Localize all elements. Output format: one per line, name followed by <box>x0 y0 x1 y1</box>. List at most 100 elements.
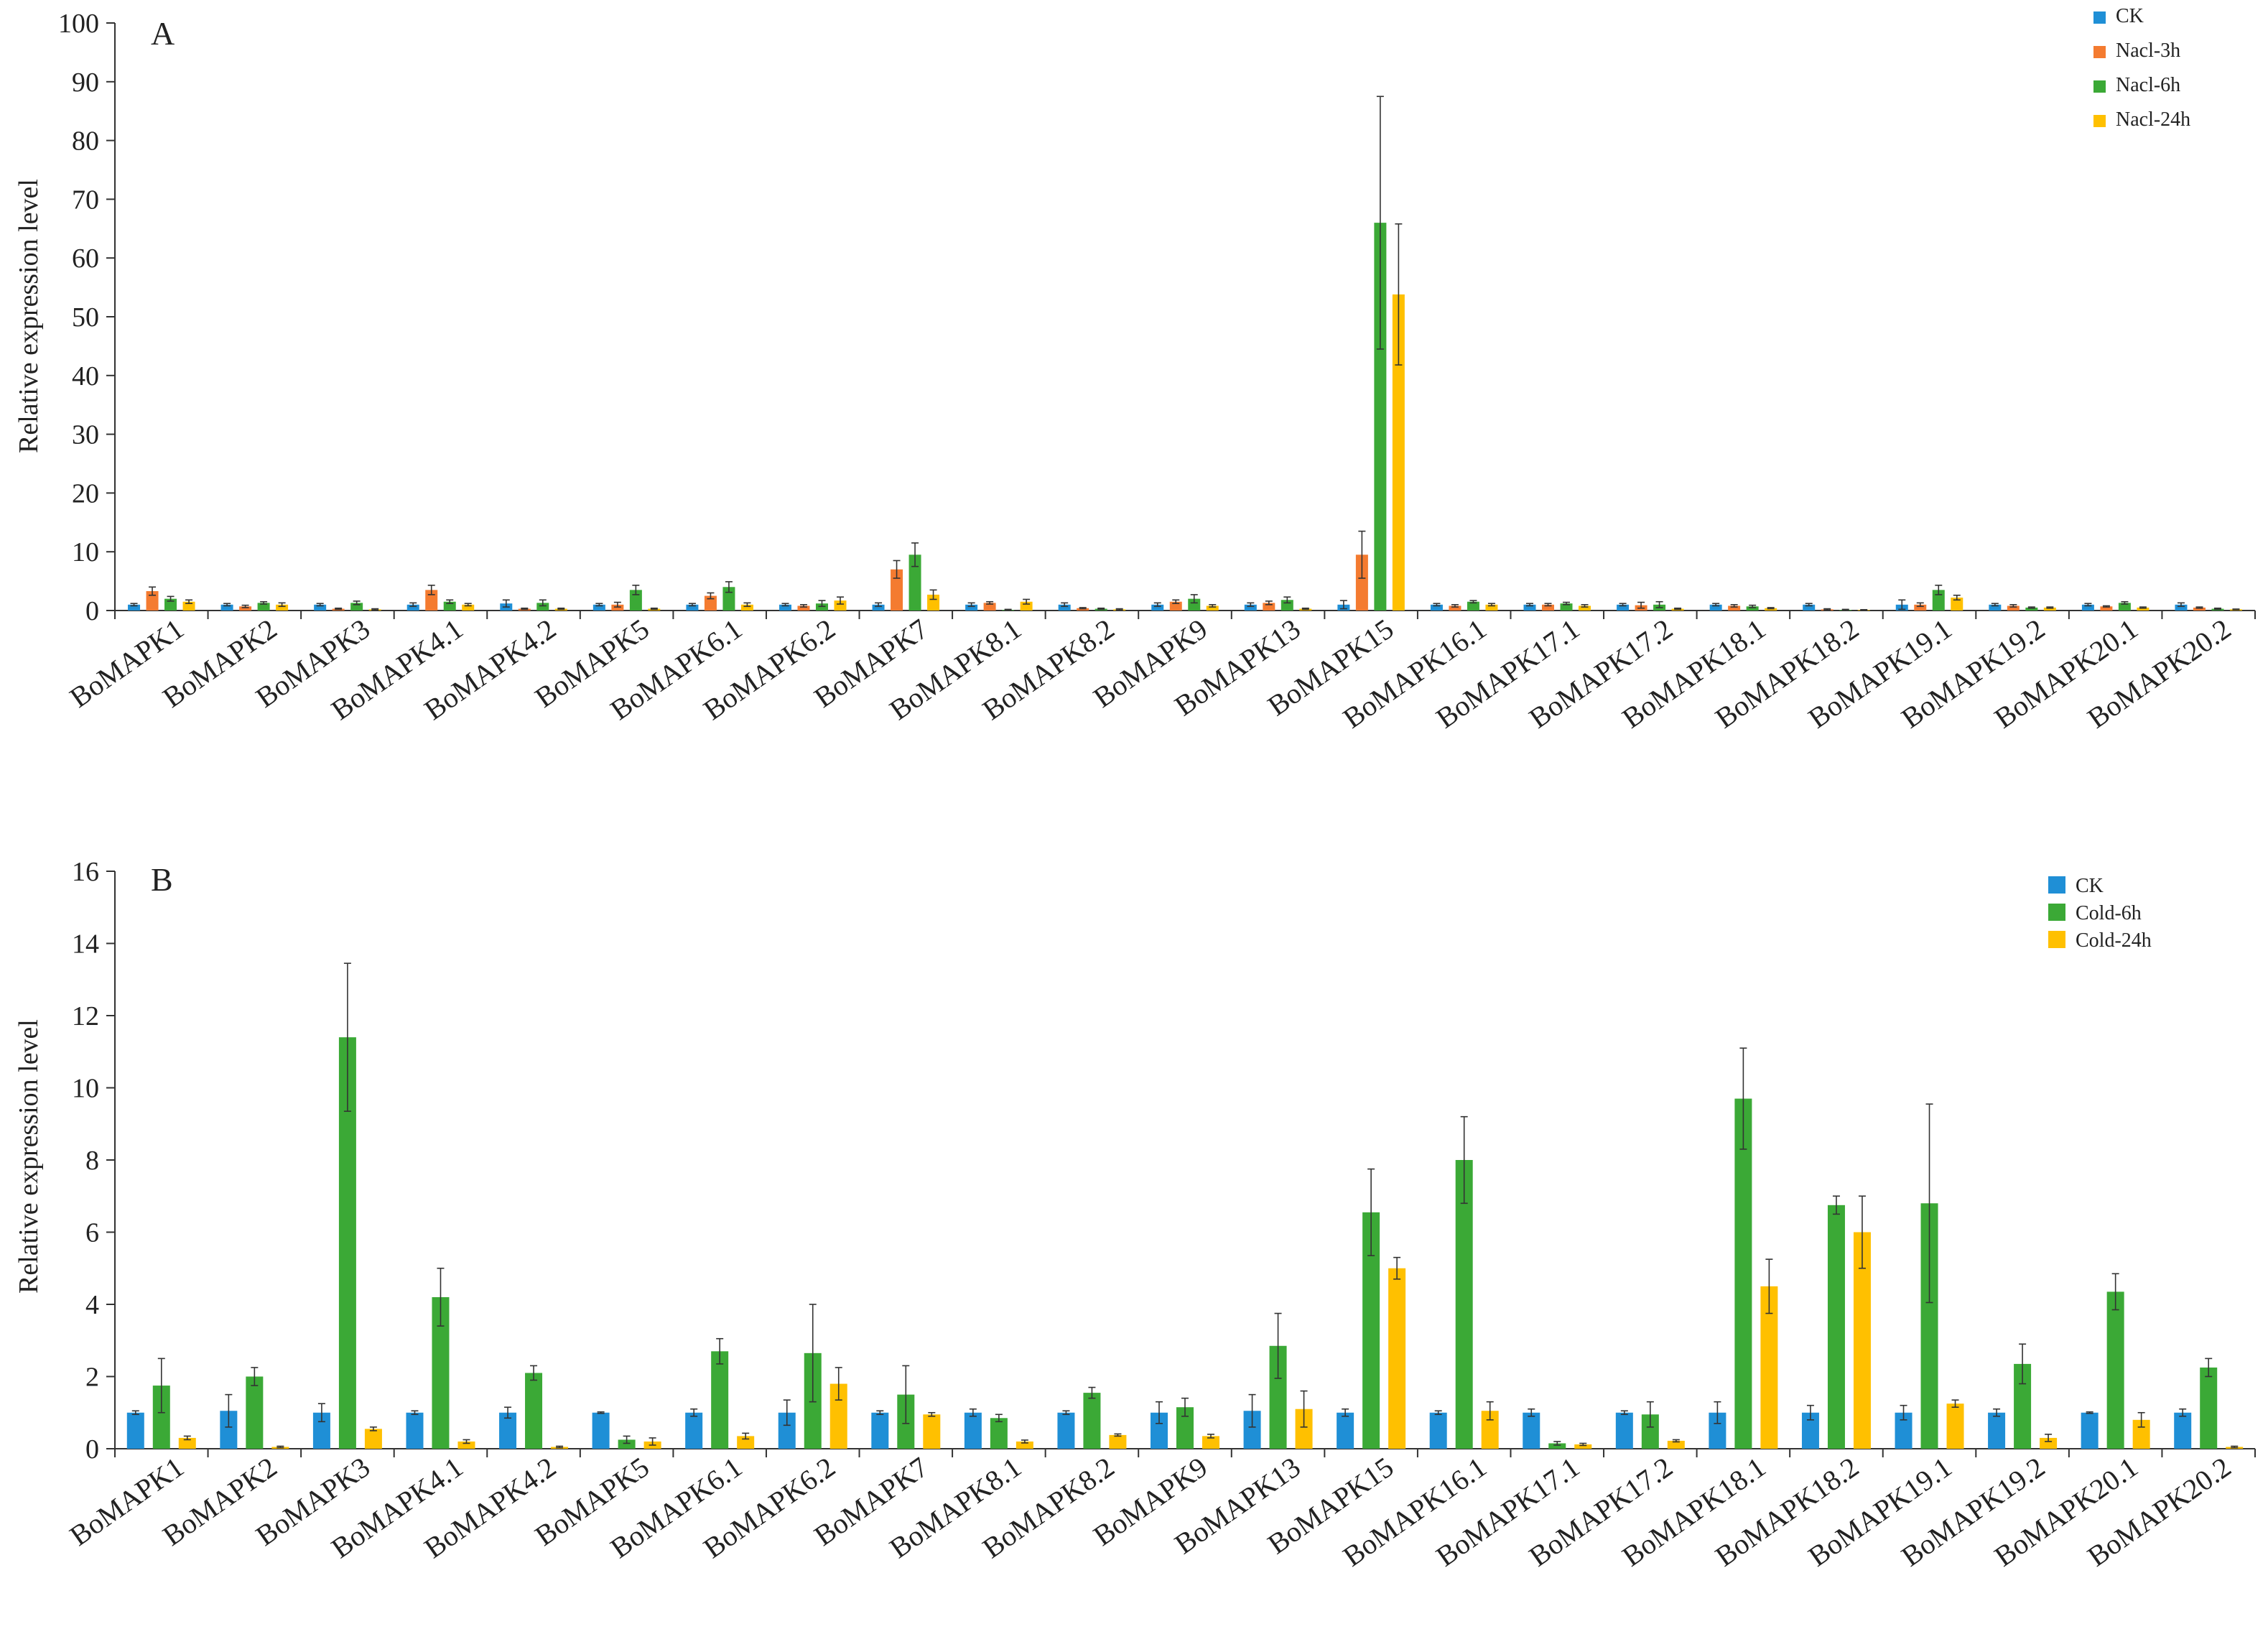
panel-b-bar-ck <box>2081 1412 2099 1449</box>
panel-b-bar-cold-6h <box>246 1376 264 1449</box>
panel-b-bar-ck <box>592 1412 610 1449</box>
panel-a-bar-ck <box>1430 604 1443 611</box>
panel-a-bar-nacl-3h <box>891 569 903 611</box>
panel-a-letter: A <box>151 15 175 52</box>
panel-a-bar-nacl-3h <box>1728 605 1741 611</box>
panel-b-bar-cold-6h <box>1734 1098 1752 1449</box>
panel-a-legend-label: Nacl-3h <box>2116 40 2180 62</box>
panel-a-bar-ck <box>1523 604 1536 611</box>
panel-a-bar-nacl-6h <box>815 603 828 611</box>
panel-a-bar-nacl-24h <box>276 604 289 611</box>
panel-b-bar-ck <box>406 1412 424 1449</box>
panel-a-legend-label: CK <box>2116 5 2144 27</box>
panel-b-y-tick-label: 6 <box>85 1218 99 1248</box>
panel-a-y-axis-label: Relative expression level <box>14 179 44 453</box>
panel-a-y-tick-label: 100 <box>58 9 99 39</box>
panel-a-legend-label: Nacl-24h <box>2116 108 2190 131</box>
panel-b-bar-cold-6h <box>711 1351 729 1449</box>
panel-a-bar-nacl-24h <box>2043 607 2056 611</box>
panel-b-bar-cold-6h <box>1548 1443 1566 1449</box>
panel-b-bar-cold-24h <box>1202 1436 1219 1449</box>
panel-a-bar-nacl-24h <box>1951 598 1963 611</box>
panel-b-bar-cold-24h <box>178 1437 196 1449</box>
panel-b-y-tick-label: 14 <box>72 929 99 960</box>
panel-a-bar-nacl-3h <box>704 595 717 611</box>
panel-b-bar-ck <box>126 1412 144 1449</box>
panel-a-bar-nacl-6h <box>1746 606 1759 611</box>
panel-a-bar-ck <box>406 604 419 611</box>
panel-a-bar-nacl-24h <box>2137 607 2150 611</box>
panel-a-bar-nacl-24h <box>462 604 475 611</box>
panel-a-bar-nacl-3h <box>239 606 252 611</box>
panel-b-legend-swatch <box>2048 931 2065 948</box>
panel-a-bar-ck <box>1989 604 2002 611</box>
panel-b-chart: B Relative expression level 0 2 4 6 8 10 12 14 1… <box>14 857 2256 1573</box>
panel-b-legend-swatch <box>2048 904 2065 921</box>
panel-a-bar-ck <box>592 604 605 611</box>
panel-a-bar-nacl-3h <box>983 603 996 611</box>
panel-b-bar-ck <box>1523 1412 1540 1449</box>
panel-b-bar-cold-6h <box>618 1439 636 1449</box>
panel-a-bar-ck <box>1803 604 1816 611</box>
panel-a-bar-nacl-24h <box>1392 294 1405 611</box>
panel-a-bar-nacl-6h <box>1560 603 1573 611</box>
panel-a-bar-ck <box>1058 604 1071 611</box>
panel-a-y-tick-label: 30 <box>72 420 99 450</box>
panel-b-bar-ck <box>964 1412 982 1449</box>
panel-a-bar-ck <box>220 604 233 611</box>
panel-b-bar-cold-24h <box>1109 1434 1127 1449</box>
panel-a-bar-nacl-3h <box>1077 608 1089 611</box>
panel-a-bar-nacl-6h <box>2118 603 2131 611</box>
panel-b-letter: B <box>151 861 173 898</box>
panel-a-bar-nacl-24h <box>1765 608 1777 611</box>
panel-b-y-axis-label: Relative expression level <box>14 1019 44 1294</box>
panel-b-bar-ck <box>871 1412 889 1449</box>
panel-a-bar-nacl-6h <box>1467 601 1479 611</box>
panel-b-y-tick-label: 12 <box>72 1001 99 1031</box>
panel-a-y-tick-label: 10 <box>72 537 99 567</box>
panel-a-bar-ck <box>2175 604 2188 611</box>
panel-a-bar-nacl-3h <box>611 604 624 611</box>
panel-b-bar-cold-6h <box>990 1418 1008 1449</box>
panel-b-bar-cold-24h <box>1667 1440 1685 1449</box>
panel-a-bar-ck <box>1151 604 1164 611</box>
panel-a-bar-nacl-6h <box>350 603 363 611</box>
panel-a-bar-nacl-6h <box>2025 607 2038 611</box>
panel-a-bar-nacl-3h <box>1449 605 1461 611</box>
panel-a-bar-nacl-6h <box>908 554 921 611</box>
panel-a-bar-ck <box>965 604 978 611</box>
panel-a-bar-nacl-3h <box>2193 607 2206 611</box>
panel-a-bar-ck <box>1244 604 1257 611</box>
panel-b-bar-cold-24h <box>1574 1444 1592 1449</box>
panel-a-y-tick-label: 60 <box>72 243 99 274</box>
panel-a-y-tick-label: 70 <box>72 185 99 215</box>
panel-a-bar-ck <box>686 604 699 611</box>
panel-a-legend-swatch <box>2093 46 2106 58</box>
panel-a-bar-nacl-3h <box>1263 603 1275 611</box>
panel-b-legend-label: CK <box>2076 875 2104 897</box>
panel-a-legend-swatch <box>2093 80 2106 93</box>
panel-b-bar-cold-6h <box>1083 1393 1101 1449</box>
panel-a-legend-swatch <box>2093 115 2106 127</box>
panel-a-bar-nacl-3h <box>797 605 810 611</box>
panel-a-bar-ck <box>128 604 141 611</box>
panel-b-bar-cold-6h <box>1455 1160 1473 1449</box>
panel-a-bar-nacl-6h <box>536 603 549 611</box>
panel-a-bar-nacl-24h <box>1206 605 1219 611</box>
panel-b-y-tick-label: 10 <box>72 1074 99 1104</box>
panel-a-bar-nacl-6h <box>722 587 735 611</box>
panel-a-bar-ck <box>1709 604 1722 611</box>
panel-a-bar-nacl-3h <box>1542 604 1555 611</box>
panel-b-bar-cold-24h <box>737 1436 755 1449</box>
panel-a-bar-ck <box>779 604 791 611</box>
panel-a-bar-nacl-24h <box>740 604 753 611</box>
panel-a-bar-nacl-6h <box>257 603 270 611</box>
panel-a-y-tick-label: 50 <box>72 302 99 333</box>
panel-b-bar-cold-6h <box>525 1373 543 1449</box>
panel-b-bar-ck <box>1337 1412 1354 1449</box>
panel-a-chart: A Relative expression level 0 10 20 30 40 50 6… <box>14 5 2256 735</box>
panel-a-bar-ck <box>872 604 885 611</box>
panel-b-bar-cold-6h <box>2106 1291 2124 1449</box>
panel-a-legend-swatch <box>2093 11 2106 24</box>
